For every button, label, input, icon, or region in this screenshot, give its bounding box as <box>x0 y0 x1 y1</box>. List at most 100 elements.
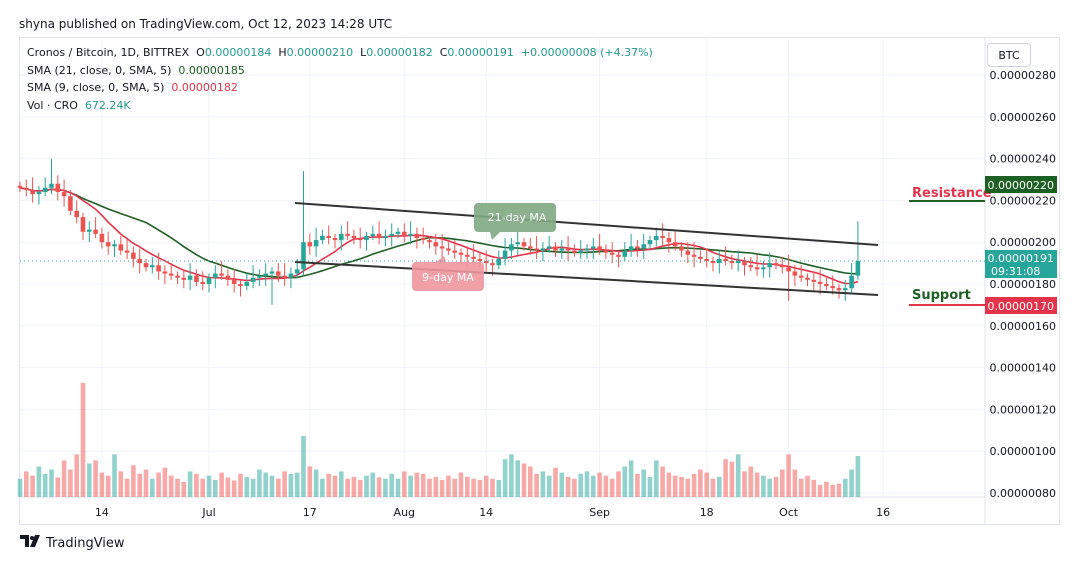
candle-body <box>830 286 835 289</box>
candle-body <box>150 265 155 268</box>
volume-bar <box>748 466 754 497</box>
volume-bar <box>351 476 357 497</box>
volume-bar <box>471 478 476 497</box>
candle-body <box>124 250 130 253</box>
candle-body <box>263 273 268 276</box>
volume-bar <box>698 469 703 497</box>
sma21-row[interactable]: SMA (21, close, 0, SMA, 5) 0.00000185 <box>27 63 245 77</box>
candle-body <box>194 275 199 282</box>
volume-bar <box>238 473 243 497</box>
candle-body <box>131 252 136 259</box>
volume-bar <box>654 460 659 497</box>
candle-body <box>175 275 180 278</box>
chart-legend: Cronos / Bitcoin, 1D, BITTREX O0.0000018… <box>27 44 653 114</box>
volume-bar <box>446 475 451 497</box>
volume-bar <box>477 479 483 497</box>
volume-bar <box>528 466 533 497</box>
volume-bar <box>597 472 602 497</box>
candle-body <box>710 261 716 264</box>
candle-body <box>786 267 791 272</box>
volume-bar <box>231 480 237 497</box>
volume-bar <box>357 479 363 497</box>
candle-body <box>282 275 287 278</box>
candle-body <box>616 254 621 257</box>
volume-bar <box>622 466 628 497</box>
date-tick-label: Sep <box>589 506 610 519</box>
sma9-row[interactable]: SMA (9, close, 0, SMA, 5) 0.00000182 <box>27 81 238 94</box>
candle-body <box>206 277 212 284</box>
candle-body <box>389 233 394 236</box>
volume-bar <box>105 475 111 497</box>
volume-bar <box>559 472 565 497</box>
candle-body <box>685 250 691 255</box>
volume-bar <box>420 473 426 497</box>
candle-body <box>666 238 672 243</box>
volume-bar <box>761 475 766 497</box>
tradingview-logo[interactable]: TradingView <box>20 535 125 551</box>
volume-bar <box>729 461 735 497</box>
candle-body <box>414 233 420 239</box>
candle-body <box>515 242 520 245</box>
volume-bar <box>483 475 489 497</box>
date-tick-label: 14 <box>479 506 493 519</box>
volume-bar <box>313 469 319 497</box>
volume-bar <box>691 473 697 497</box>
open-value: 0.00000184 <box>204 46 272 59</box>
candle-body <box>546 246 552 249</box>
price-tick-label: 0.00000140 <box>990 362 1056 375</box>
volume-bar <box>162 467 168 497</box>
candle-body <box>591 246 596 249</box>
volume-bar <box>389 473 394 497</box>
published-caption: shyna published on TradingView.com, Oct … <box>19 17 393 31</box>
candle-body <box>137 258 142 264</box>
price-tick-label: 0.00000200 <box>990 236 1056 249</box>
candle-body <box>320 235 325 241</box>
candle-body <box>509 244 514 251</box>
candle-body <box>339 233 344 241</box>
candle-body <box>679 246 684 251</box>
candle-body <box>395 231 401 234</box>
volume-bar <box>704 472 709 497</box>
candle-body <box>402 231 407 236</box>
candle-body <box>181 277 187 280</box>
candle-body <box>49 183 54 188</box>
currency-button[interactable]: BTC <box>987 43 1031 67</box>
volume-bar <box>754 472 760 497</box>
candle-body <box>843 288 848 291</box>
volume-bar <box>603 475 609 497</box>
volume-bar <box>496 479 502 497</box>
candle-body <box>439 246 445 249</box>
date-tick-label: Oct <box>779 506 799 519</box>
symbol-title[interactable]: Cronos / Bitcoin, 1D, BITTREX <box>27 46 190 59</box>
volume-bar <box>717 476 722 497</box>
volume-bar <box>584 471 590 497</box>
volume-bar <box>131 465 136 497</box>
volume-bar <box>672 475 678 497</box>
price-tick-label: 0.00000220 <box>990 194 1056 207</box>
candle-body <box>836 288 842 291</box>
date-tick-label: Jul <box>201 506 215 519</box>
volume-bar <box>99 472 105 497</box>
volume-bar <box>288 473 294 497</box>
candle-body <box>553 246 558 251</box>
price-tick-label: 0.00000180 <box>990 278 1056 291</box>
volume-bar <box>282 471 287 497</box>
candle-body <box>17 185 23 188</box>
volume-row[interactable]: Vol · CRO 672.24K <box>27 98 131 112</box>
candle-body <box>729 261 735 264</box>
date-tick-label: 18 <box>700 506 714 519</box>
candle-body <box>376 233 382 239</box>
last-price-tag <box>985 250 1057 278</box>
ma21-callout <box>474 203 556 240</box>
volume-bar <box>553 467 558 497</box>
candle-body <box>824 284 829 287</box>
volume-bar <box>458 472 464 497</box>
volume-bar <box>36 466 42 497</box>
candle-body <box>603 250 609 253</box>
volume-bar <box>370 472 376 497</box>
chart-frame[interactable] <box>19 37 1060 525</box>
volume-bar <box>181 481 187 497</box>
candle-body <box>364 235 369 241</box>
resistance-price-tag <box>985 176 1057 193</box>
